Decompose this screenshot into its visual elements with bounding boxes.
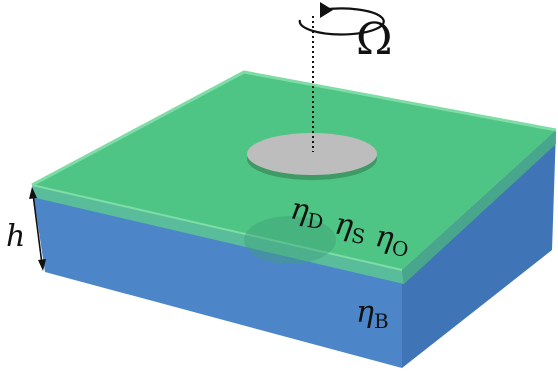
membrane-right-edge [402, 130, 556, 284]
thickness-arrowhead-top-icon [29, 187, 37, 199]
eta-o-label: ηO [372, 219, 412, 262]
membrane-front-edge [32, 185, 404, 284]
membrane-front-rim [31, 184, 403, 271]
disk-shadow-region [244, 216, 336, 264]
thickness-label: h [6, 219, 25, 254]
membrane-viscosity-labels: ηD ηS ηO [288, 191, 412, 262]
rotation-arrowhead-icon [320, 2, 333, 18]
membrane-back-rim [31, 70, 557, 187]
bulk-right-face [402, 130, 556, 368]
eta-d-label: ηD [288, 191, 328, 234]
rotating-disk [247, 133, 377, 175]
eta-b-label: ηB [356, 295, 389, 333]
thickness-arrow-line [32, 193, 43, 265]
angular-velocity-label: Ω [356, 14, 392, 65]
rotation-arrow [298, 7, 385, 36]
thickness-arrowhead-bottom-icon [38, 259, 46, 271]
eta-s-label: ηS [332, 206, 369, 248]
bulk-front-face [32, 185, 402, 368]
